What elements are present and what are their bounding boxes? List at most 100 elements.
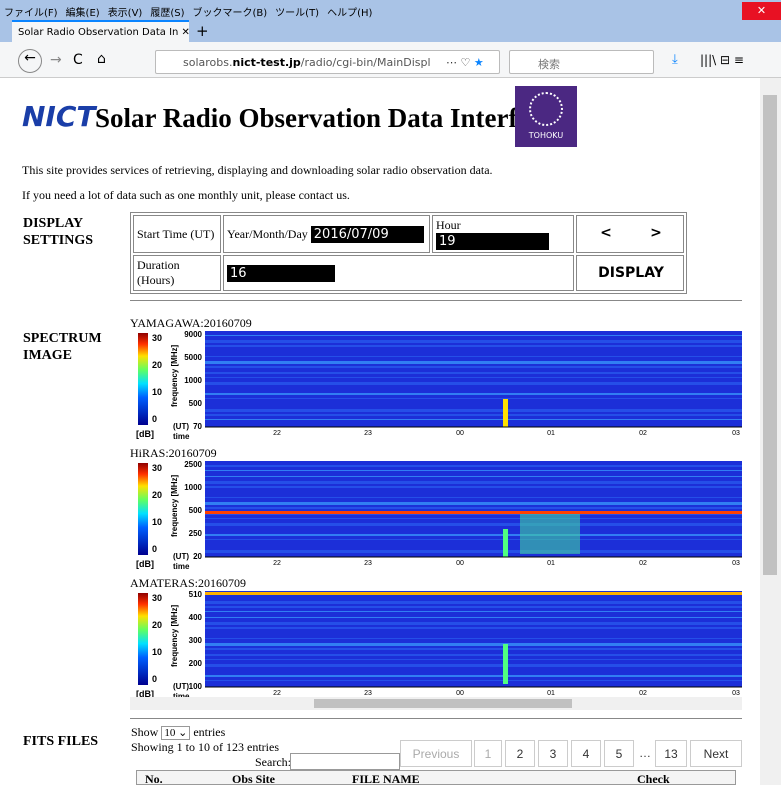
search-bar[interactable]: 検索 bbox=[509, 50, 654, 74]
url-path: /radio/cgi-bin/MainDispl bbox=[301, 56, 431, 69]
date-input[interactable]: 2016/07/09 bbox=[311, 226, 424, 243]
forward-button[interactable]: → bbox=[50, 52, 62, 68]
colorbar-tick: 0 bbox=[152, 544, 157, 554]
reload-button[interactable]: C bbox=[73, 52, 83, 68]
colorbar-tick: 30 bbox=[152, 593, 162, 603]
y-tick-label: 250 bbox=[189, 529, 203, 538]
cell: Duration (Hours) bbox=[133, 255, 221, 291]
new-tab[interactable]: + bbox=[196, 22, 209, 40]
intro-line: This site provides services of retrievin… bbox=[22, 163, 493, 178]
page-button[interactable]: 5 bbox=[604, 740, 634, 767]
duration-select[interactable]: 16 bbox=[227, 265, 335, 282]
burst bbox=[503, 529, 508, 557]
menu-item[interactable]: 履歴(S) bbox=[146, 0, 188, 19]
x-tick-label: 03 bbox=[732, 560, 740, 567]
date-label: Year/Month/Day bbox=[227, 227, 308, 241]
colorbar-tick: 20 bbox=[152, 360, 162, 370]
band bbox=[205, 465, 742, 467]
page-button[interactable]: 4 bbox=[571, 740, 601, 767]
x-tick-label: 03 bbox=[732, 690, 740, 697]
band bbox=[205, 622, 742, 625]
band bbox=[205, 648, 742, 650]
cell: <> bbox=[576, 215, 684, 253]
y-tick-label: 500 bbox=[189, 506, 203, 515]
burst bbox=[520, 514, 580, 554]
hour-label: Hour bbox=[436, 218, 461, 232]
menu-item[interactable]: 表示(V) bbox=[104, 0, 147, 19]
home-button[interactable]: ⌂ bbox=[97, 51, 106, 67]
band bbox=[205, 419, 742, 420]
x-tick-label: 22 bbox=[273, 560, 281, 567]
library-icon[interactable]: |||\ ⊟ ≡ bbox=[700, 53, 744, 67]
prev-button[interactable]: < bbox=[586, 225, 626, 241]
page-title: Solar Radio Observation Data Interface bbox=[95, 103, 555, 134]
search-label: Search: bbox=[255, 755, 291, 770]
colorbar bbox=[138, 463, 148, 555]
x-tick-label: 00 bbox=[456, 690, 464, 697]
colorbar-tick: 10 bbox=[152, 647, 162, 657]
cell: Year/Month/Day 2016/07/09 bbox=[223, 215, 430, 253]
tab[interactable]: Solar Radio Observation Data In ✕ bbox=[12, 20, 189, 42]
menu-item[interactable]: ファイル(F) bbox=[0, 0, 62, 19]
divider bbox=[130, 300, 742, 301]
menu-item[interactable]: ツール(T) bbox=[271, 0, 323, 19]
colorbar-tick: 20 bbox=[152, 490, 162, 500]
page-button[interactable]: … bbox=[637, 740, 653, 767]
burst bbox=[503, 399, 508, 427]
download-icon[interactable]: ⤓ bbox=[672, 52, 678, 67]
scroll-thumb[interactable] bbox=[763, 95, 777, 575]
page-button[interactable]: Previous bbox=[400, 740, 472, 767]
page-button[interactable]: 13 bbox=[655, 740, 687, 767]
x-tick-label: 02 bbox=[639, 560, 647, 567]
length-control: Show 10 ⌄ entries bbox=[131, 725, 225, 740]
display-button[interactable]: DISPLAY bbox=[586, 265, 676, 281]
section-heading: DISPLAY SETTINGS bbox=[23, 215, 113, 249]
colorbar-tick: 10 bbox=[152, 387, 162, 397]
band bbox=[205, 398, 742, 399]
burst bbox=[503, 644, 508, 684]
h-scrollbar[interactable] bbox=[130, 697, 742, 710]
menu-item[interactable]: ブックマーク(B) bbox=[189, 0, 272, 19]
url-host: nict-test.jp bbox=[232, 56, 300, 69]
menu-item[interactable]: 編集(E) bbox=[62, 0, 104, 19]
y-tick-label: 100 bbox=[189, 682, 203, 691]
band bbox=[205, 486, 742, 488]
hour-select[interactable]: 19 bbox=[436, 233, 549, 250]
x-axis-label: time bbox=[173, 432, 190, 441]
page-button[interactable]: 2 bbox=[505, 740, 535, 767]
page-button[interactable]: 1 bbox=[474, 740, 502, 767]
band bbox=[205, 654, 742, 656]
url-bar[interactable]: solarobs.nict-test.jp/radio/cgi-bin/Main… bbox=[155, 50, 500, 74]
y-tick-label: 300 bbox=[189, 636, 203, 645]
colorbar-tick: 30 bbox=[152, 333, 162, 343]
y-tick-label: 1000 bbox=[184, 483, 202, 492]
band bbox=[205, 414, 742, 416]
next-button[interactable]: > bbox=[636, 225, 676, 241]
page-button[interactable]: 3 bbox=[538, 740, 568, 767]
ut-label: (UT) bbox=[173, 682, 189, 691]
x-tick-label: 01 bbox=[547, 560, 555, 567]
page-button[interactable]: Next bbox=[690, 740, 742, 767]
band bbox=[205, 601, 742, 604]
settings-table: Start Time (UT) Year/Month/Day 2016/07/0… bbox=[130, 212, 687, 294]
close-window[interactable]: ✕ bbox=[742, 2, 781, 20]
y-tick-label: 20 bbox=[193, 552, 202, 561]
colorbar bbox=[138, 333, 148, 425]
menu-item[interactable]: ヘルプ(H) bbox=[323, 0, 376, 19]
section-heading: SPECTRUM IMAGE bbox=[23, 330, 113, 364]
section-heading: FITS FILES bbox=[23, 733, 98, 750]
page-size-select[interactable]: 10 ⌄ bbox=[161, 726, 190, 740]
y-tick-label: 510 bbox=[189, 590, 203, 599]
x-tick-label: 02 bbox=[639, 690, 647, 697]
x-axis-label: time bbox=[173, 562, 190, 571]
y-axis-label: frequency [MHz] bbox=[170, 344, 179, 407]
tab-title: Solar Radio Observation Data In bbox=[18, 27, 178, 38]
divider bbox=[130, 718, 742, 719]
h-scroll-thumb[interactable] bbox=[314, 699, 572, 708]
band bbox=[205, 409, 742, 412]
colorbar-tick: 0 bbox=[152, 414, 157, 424]
back-button[interactable]: ← bbox=[18, 49, 42, 73]
search-input[interactable] bbox=[290, 753, 400, 770]
x-tick-label: 23 bbox=[364, 560, 372, 567]
